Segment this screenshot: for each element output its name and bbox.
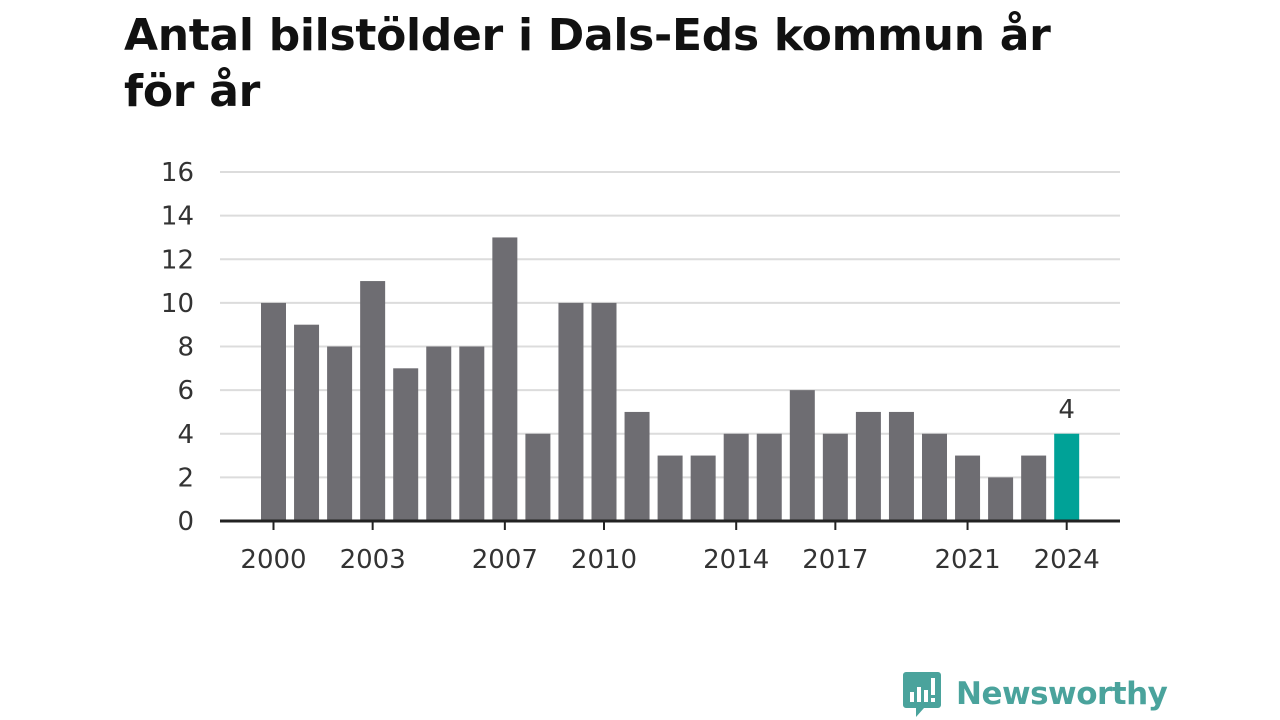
bar-2010 — [591, 302, 617, 521]
bar-2019 — [888, 411, 914, 521]
grid-lines — [220, 171, 1120, 479]
x-tick-label-2000: 2000 — [240, 545, 306, 575]
y-tick-label-2: 2 — [177, 463, 194, 493]
x-tick-label-2010: 2010 — [571, 545, 637, 575]
bar-2013 — [690, 455, 716, 521]
bars — [261, 237, 1080, 521]
bar-2024 — [1054, 433, 1080, 521]
x-axis-ticks: 2000 2003 2007 2010 2014 2017 2021 2024 — [240, 521, 1100, 575]
y-tick-label-8: 8 — [177, 333, 194, 363]
bar-2014 — [723, 433, 749, 521]
x-tick-label-2024: 2024 — [1034, 545, 1100, 575]
bar-2001 — [294, 324, 320, 521]
brand-name: Newsworthy — [956, 676, 1168, 712]
bar-2023 — [1021, 455, 1047, 521]
x-tick-label-2017: 2017 — [802, 545, 868, 575]
bar-2009 — [558, 302, 584, 521]
bar-2003 — [360, 281, 386, 521]
bar-2011 — [624, 411, 650, 521]
bar-2017 — [822, 433, 848, 521]
bar-2006 — [459, 346, 485, 521]
y-tick-label-14: 14 — [161, 202, 194, 232]
bar-2004 — [393, 368, 419, 521]
bar-2007 — [492, 237, 518, 521]
bar-2016 — [789, 390, 815, 521]
y-tick-label-16: 16 — [161, 158, 194, 188]
bar-2000 — [261, 302, 286, 521]
chart-title: Antal bilstölder i Dals-Eds kommun år fö… — [124, 10, 1051, 117]
y-tick-label-12: 12 — [161, 245, 194, 275]
y-axis-ticks: 0 2 4 6 8 10 12 14 16 — [161, 158, 194, 537]
bar-2008 — [525, 433, 551, 521]
y-tick-label-0: 0 — [177, 507, 194, 537]
x-tick-label-2021: 2021 — [934, 545, 1000, 575]
bar-2012 — [657, 455, 683, 521]
bar-2005 — [426, 346, 452, 521]
brand-footer: Newsworthy — [902, 670, 1168, 718]
bar-2021 — [955, 455, 981, 521]
bar-2022 — [988, 477, 1014, 521]
bar-2015 — [756, 433, 782, 521]
newsworthy-logo-icon — [903, 672, 941, 717]
y-tick-label-6: 6 — [177, 376, 194, 406]
y-tick-label-4: 4 — [177, 420, 194, 450]
data-label-2024: 4 — [1058, 395, 1075, 425]
bar-2020 — [922, 433, 947, 521]
data-labels: 4 — [1058, 395, 1075, 425]
x-tick-label-2007: 2007 — [472, 545, 538, 575]
bar-2018 — [855, 411, 881, 521]
bar-2002 — [327, 346, 353, 521]
y-tick-label-10: 10 — [161, 289, 194, 319]
x-tick-label-2014: 2014 — [703, 545, 769, 575]
x-tick-label-2003: 2003 — [340, 545, 406, 575]
